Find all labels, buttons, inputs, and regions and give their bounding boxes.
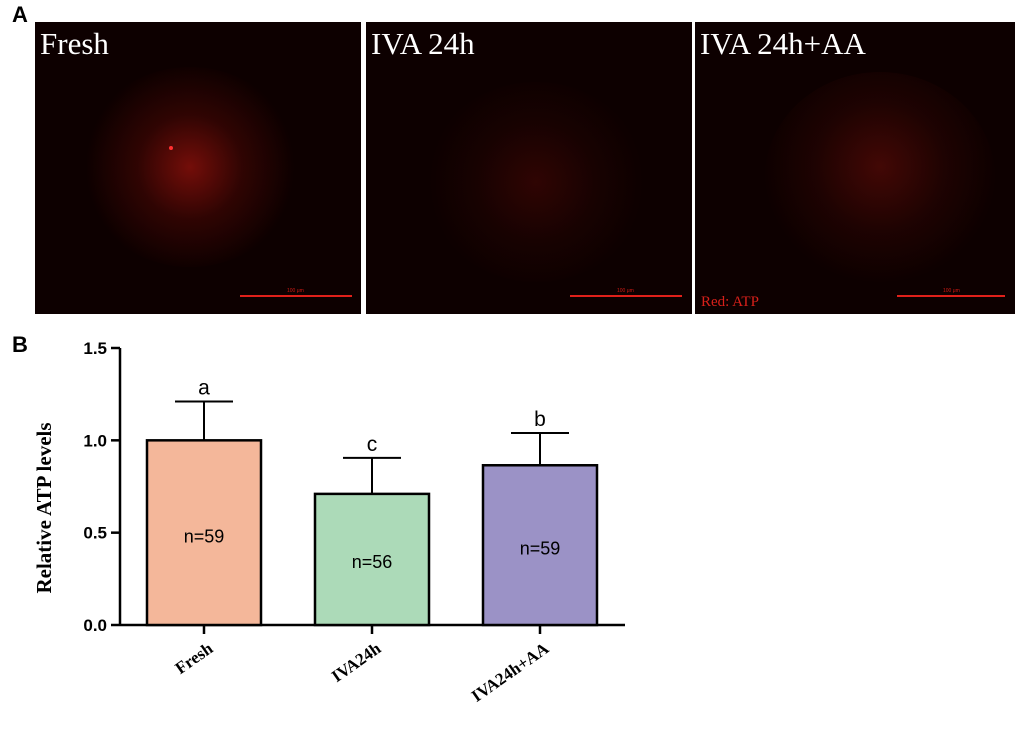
y-axis-label: Relative ATP levels <box>32 422 56 593</box>
panel-b-label: B <box>12 332 28 357</box>
significance-letter: c <box>367 433 378 456</box>
scale-bar-label: 100 μm <box>287 288 304 294</box>
significance-letter: a <box>198 377 210 400</box>
scale-bar-label: 100 μm <box>943 288 960 294</box>
micrograph-iva24h: IVA 24h 100 μm <box>366 22 692 314</box>
stain-legend: Red: ATP <box>701 294 759 310</box>
micrograph-iva24h-aa: IVA 24h+AA Red: ATP 100 μm <box>695 22 1015 314</box>
y-tick-label: 0.5 <box>83 524 107 543</box>
bar-fresh <box>145 439 263 627</box>
micrograph-title: IVA 24h+AA <box>700 26 866 61</box>
sample-size-label: n=56 <box>352 552 393 572</box>
y-tick-label: 1.5 <box>83 339 107 358</box>
scale-bar <box>240 295 352 297</box>
sample-size-label: n=59 <box>184 526 225 546</box>
micrograph-fresh: Fresh 100 μm <box>35 22 361 314</box>
y-tick-label: 0.0 <box>83 616 107 635</box>
scale-bar <box>570 295 682 297</box>
micrograph-title: Fresh <box>40 26 109 61</box>
scale-bar <box>897 295 1005 297</box>
fluorescence-glow <box>765 72 995 282</box>
panel-a-label: A <box>12 2 28 27</box>
x-tick-label: Fresh <box>172 638 217 678</box>
x-tick-label: IVA24h <box>328 638 385 686</box>
fluorescence-glow <box>426 82 646 282</box>
significance-letter: b <box>534 408 546 431</box>
micrograph-title: IVA 24h <box>371 26 475 61</box>
x-tick-label: IVA24h+AA <box>468 638 553 705</box>
y-tick-label: 1.0 <box>83 431 107 450</box>
fluorescence-spot <box>169 146 173 150</box>
plot-area: 0.0 0.5 1.0 1.5 a n=59 Fresh c n=56 IVA24h b n=59 IV… <box>83 339 625 706</box>
bar-iva24h <box>313 492 431 627</box>
atp-bar-chart: Relative ATP levels 0.0 0.5 1.0 1.5 a n=59 Fre… <box>32 339 625 706</box>
scale-bar-label: 100 μm <box>617 288 634 294</box>
fluorescence-glow <box>80 67 300 267</box>
sample-size-label: n=59 <box>520 538 561 558</box>
